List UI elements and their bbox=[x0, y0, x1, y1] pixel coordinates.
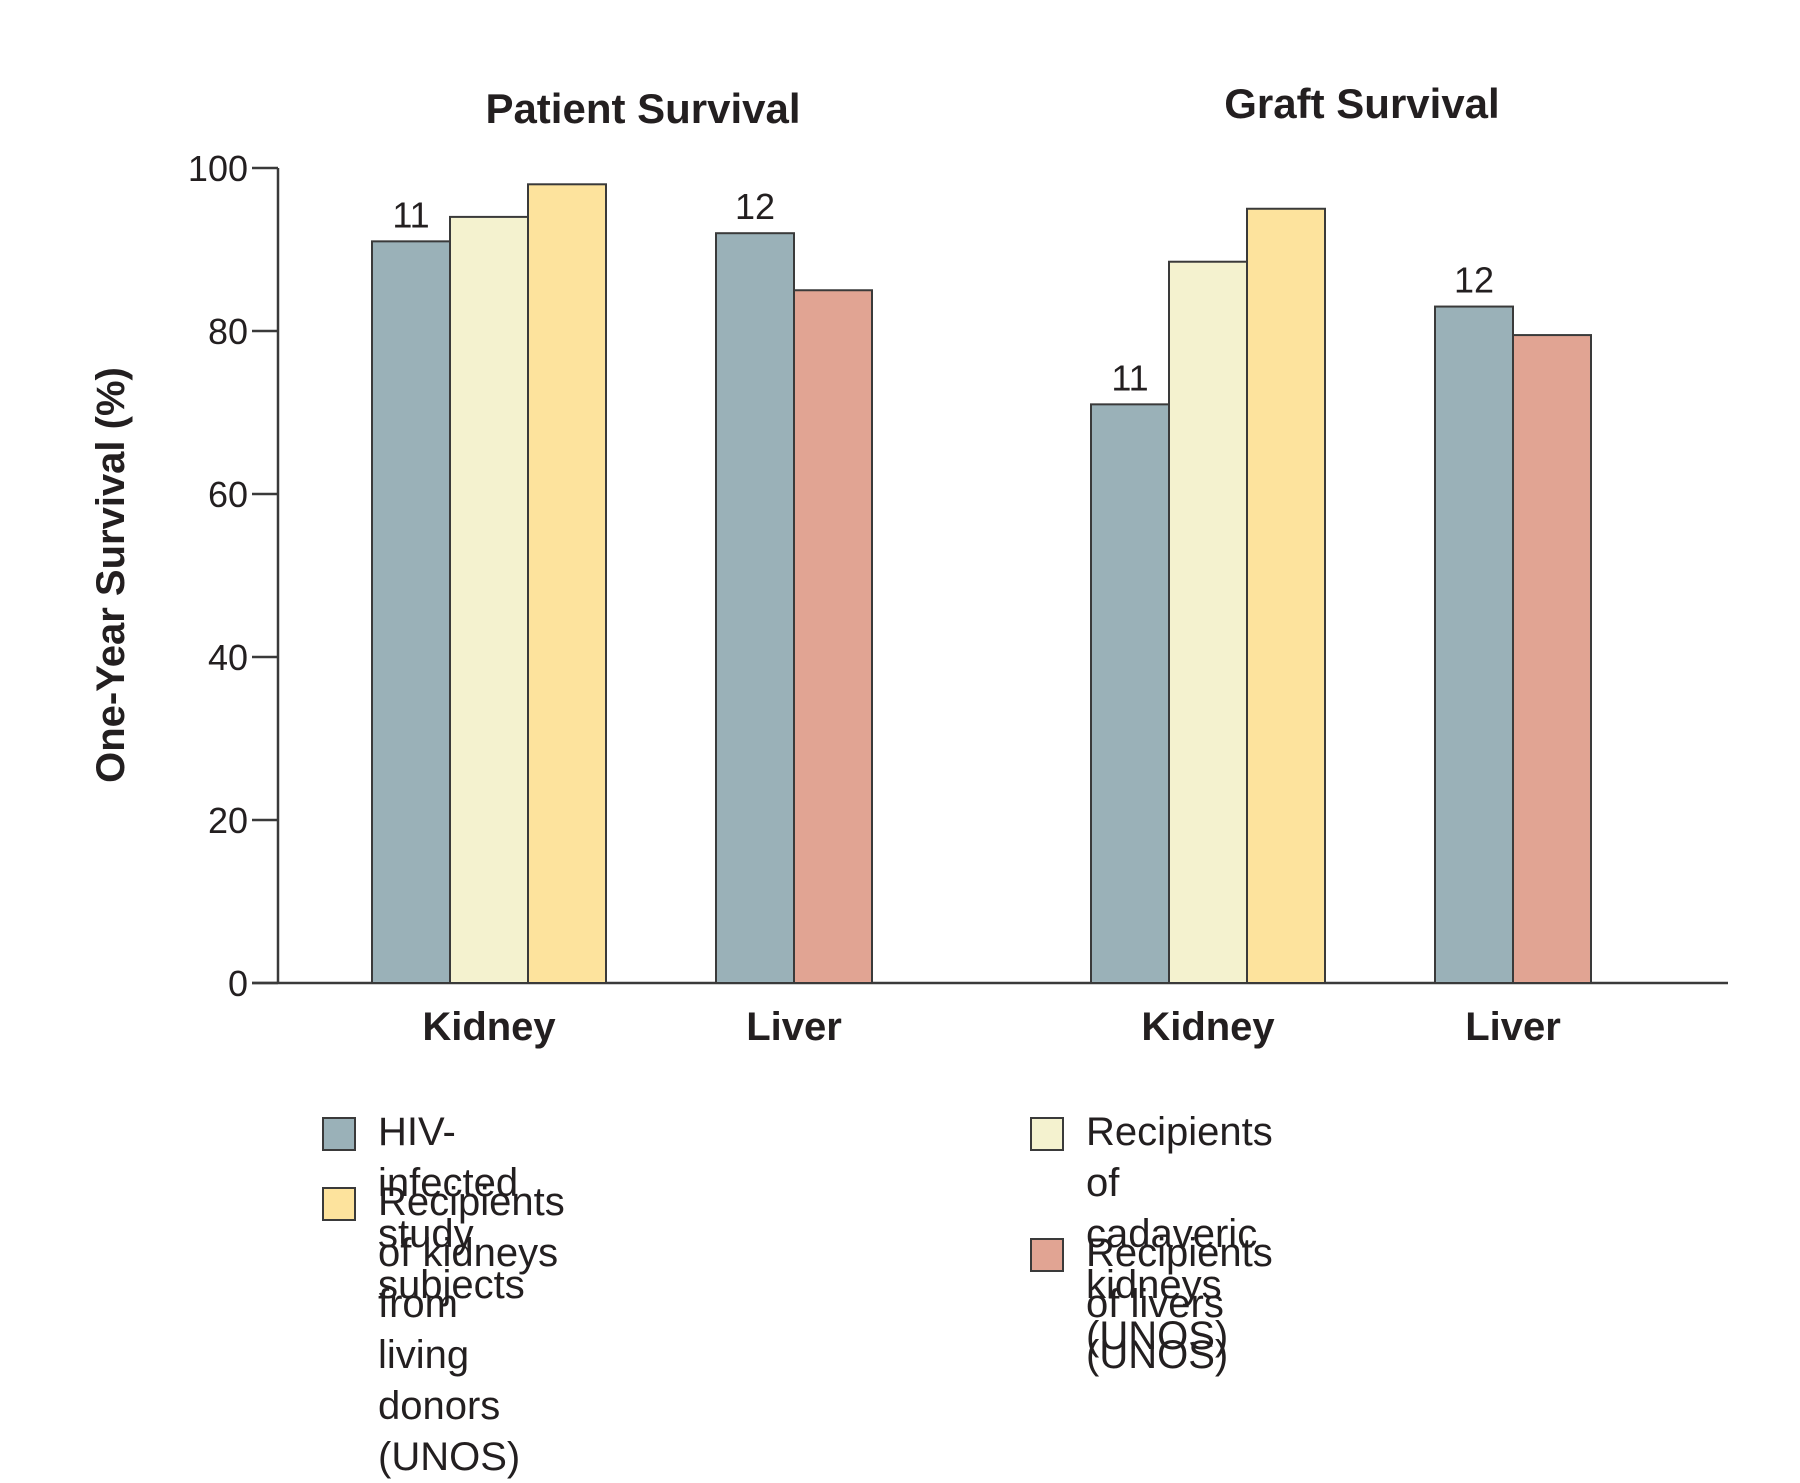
legend-swatch-livers bbox=[1030, 1238, 1064, 1272]
bar-panel1-kidney-1 bbox=[371, 240, 451, 985]
y-tick-label-60: 60 bbox=[208, 474, 248, 515]
y-tick-label-80: 80 bbox=[208, 311, 248, 352]
bar-panel1-liver-1 bbox=[715, 232, 795, 984]
data-label-panel2-liver: 12 bbox=[1454, 260, 1494, 301]
legend-swatch-living-donors bbox=[322, 1187, 356, 1221]
legend-item-cadaveric: Recipients of cadaveric kidneys (UNOS) bbox=[1030, 1107, 1273, 1362]
data-label-panel2-kidney: 11 bbox=[1111, 357, 1148, 398]
legend-label-hiv: HIV-infected study subjects bbox=[378, 1110, 525, 1307]
y-tick-label-0: 0 bbox=[228, 963, 248, 1004]
category-label-panel2-kidney: Kidney bbox=[1141, 1005, 1275, 1049]
bar-panel2-kidney-1 bbox=[1090, 403, 1170, 985]
category-label-panel1-kidney: Kidney bbox=[422, 1005, 556, 1049]
bar-panel2-kidney-3 bbox=[1246, 207, 1326, 984]
bar-panel2-kidney-2 bbox=[1168, 260, 1248, 985]
survival-bar-chart: 0 20 40 60 80 100 One-Year Survival (%) Patient… bbox=[89, 80, 1728, 1049]
legend-item-livers: Recipients of livers (UNOS) bbox=[1030, 1228, 1273, 1381]
category-label-panel2-liver: Liver bbox=[1465, 1005, 1561, 1049]
legend-label-living-donors: Recipients of kidneys from living donors… bbox=[378, 1180, 565, 1479]
panel-title-2: Graft Survival bbox=[1224, 80, 1499, 127]
legend-swatch-hiv bbox=[322, 1117, 356, 1151]
y-axis-title: One-Year Survival (%) bbox=[89, 367, 133, 783]
bar-panel1-kidney-3 bbox=[527, 183, 607, 985]
bar-panel1-kidney-2 bbox=[449, 215, 529, 984]
y-tick-label-40: 40 bbox=[208, 637, 248, 678]
y-tick-label-100: 100 bbox=[188, 148, 248, 189]
legend-swatch-cadaveric bbox=[1030, 1117, 1064, 1151]
legend-label-livers: Recipients of livers (UNOS) bbox=[1086, 1231, 1273, 1377]
bar-panel2-liver-1 bbox=[1434, 305, 1514, 984]
bar-panel2-liver-2 bbox=[1512, 334, 1592, 984]
bar-panel1-liver-2 bbox=[793, 289, 873, 984]
data-label-panel1-liver: 12 bbox=[735, 186, 775, 227]
panel-title-1: Patient Survival bbox=[485, 85, 800, 132]
legend-item-hiv: HIV-infected study subjects bbox=[322, 1107, 525, 1311]
legend-label-cadaveric: Recipients of cadaveric kidneys (UNOS) bbox=[1086, 1110, 1273, 1358]
legend-item-living-donors: Recipients of kidneys from living donors… bbox=[322, 1177, 565, 1483]
y-tick-label-20: 20 bbox=[208, 800, 248, 841]
data-label-panel1-kidney: 11 bbox=[392, 194, 429, 235]
category-label-panel1-liver: Liver bbox=[746, 1005, 842, 1049]
